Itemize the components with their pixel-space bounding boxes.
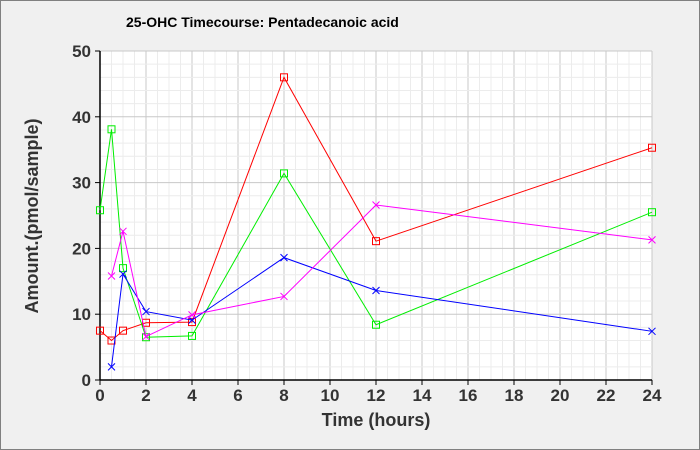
- chart-title: 25-OHC Timecourse: Pentadecanoic acid: [126, 14, 399, 30]
- x-tick-label: 6: [233, 386, 242, 405]
- series-line-0: [99, 76, 653, 342]
- x-tick-label: 24: [643, 386, 662, 405]
- data-point: [188, 331, 196, 340]
- y-tick-label: 30: [72, 174, 91, 193]
- x-tick-label: 4: [187, 386, 197, 405]
- x-tick-label: 16: [459, 386, 478, 405]
- data-point: [119, 326, 127, 335]
- data-point: [280, 292, 288, 301]
- data-point: [142, 333, 150, 342]
- x-axis-label: Time (hours): [322, 410, 431, 430]
- data-point: [119, 270, 127, 278]
- data-point: [372, 237, 380, 246]
- data-point: [648, 327, 656, 336]
- data-point: [188, 311, 196, 319]
- data-point: [648, 235, 656, 244]
- data-point: [119, 264, 127, 273]
- data-point: [280, 73, 288, 82]
- data-point: [107, 272, 116, 280]
- y-tick-label: 10: [72, 305, 91, 324]
- data-point: [648, 143, 656, 152]
- y-tick-label: 0: [82, 371, 91, 390]
- x-tick-label: 14: [413, 386, 432, 405]
- y-tick-label: 50: [72, 42, 91, 61]
- x-tick-label: 2: [141, 386, 150, 405]
- data-point: [142, 307, 150, 316]
- x-tick-label: 0: [95, 386, 104, 405]
- y-axis-label: Amount.(pmol/sample): [22, 118, 42, 313]
- x-tick-label: 18: [505, 386, 524, 405]
- data-point: [280, 253, 288, 262]
- data-point: [96, 206, 104, 215]
- series-line-1: [99, 129, 653, 338]
- x-tick-label: 10: [321, 386, 340, 405]
- x-tick-label: 20: [551, 386, 570, 405]
- data-point: [107, 125, 116, 134]
- data-point: [188, 318, 196, 327]
- data-point: [107, 362, 116, 371]
- data-point: [648, 208, 656, 217]
- x-tick-label: 8: [279, 386, 288, 405]
- y-tick-label: 20: [72, 239, 91, 258]
- data-point: [372, 286, 380, 295]
- x-tick-label: 22: [597, 386, 616, 405]
- data-point: [142, 332, 150, 341]
- data-point: [119, 227, 127, 236]
- data-point: [372, 320, 380, 329]
- data-point: [372, 201, 380, 209]
- data-point: [96, 326, 104, 335]
- data-point: [280, 169, 288, 178]
- y-tick-label: 40: [72, 108, 91, 127]
- x-tick-label: 12: [367, 386, 386, 405]
